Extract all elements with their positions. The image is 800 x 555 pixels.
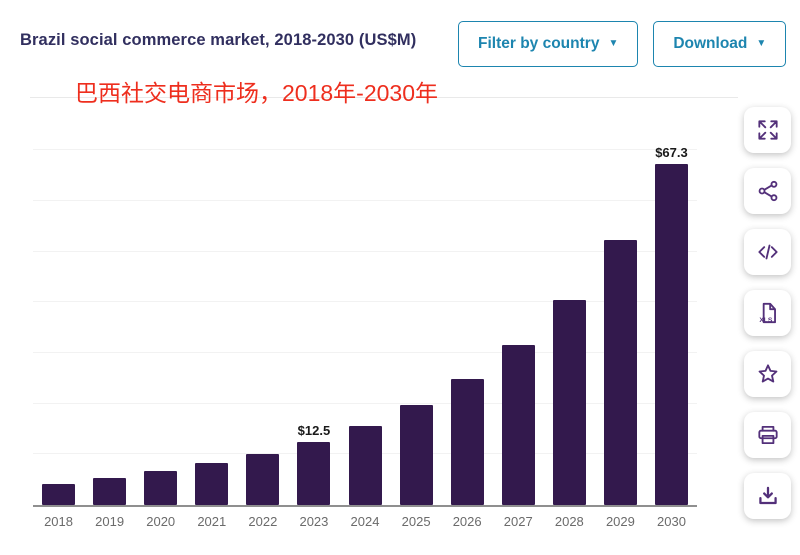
bar-slot-2023: $12.5 bbox=[288, 140, 339, 505]
download-image-button[interactable] bbox=[744, 473, 791, 519]
bar-2025[interactable] bbox=[399, 405, 433, 505]
bar-slot-2027 bbox=[493, 140, 544, 505]
x-tick-2028: 2028 bbox=[554, 514, 584, 529]
divider bbox=[30, 97, 738, 98]
export-xls-icon: XLS bbox=[755, 300, 781, 326]
gridline-60 bbox=[33, 199, 697, 201]
bar-2020[interactable] bbox=[144, 471, 178, 505]
x-tick-2021: 2021 bbox=[197, 514, 227, 529]
x-tick-2022: 2022 bbox=[248, 514, 278, 529]
x-tick-2030: 2030 bbox=[657, 514, 686, 529]
bar-slot-2030: $67.3 bbox=[646, 140, 697, 505]
print-icon bbox=[755, 422, 781, 448]
x-tick-2027: 2027 bbox=[503, 514, 533, 529]
share-icon bbox=[755, 178, 781, 204]
bar-2018[interactable] bbox=[42, 484, 76, 505]
gridline-50 bbox=[33, 250, 697, 252]
export-xls-button[interactable]: XLS bbox=[744, 290, 791, 336]
bar-2028[interactable] bbox=[552, 299, 586, 505]
bar-2030[interactable] bbox=[654, 163, 688, 505]
x-tick-2025: 2025 bbox=[401, 514, 431, 529]
fullscreen-button[interactable] bbox=[744, 107, 791, 153]
chart-toolbar-sidebar: XLS bbox=[744, 107, 791, 519]
bar-slot-2025 bbox=[391, 140, 442, 505]
bar-2019[interactable] bbox=[93, 477, 127, 505]
x-tick-2019: 2019 bbox=[95, 514, 125, 529]
bar-2029[interactable] bbox=[603, 240, 637, 505]
x-axis: 2018 2019 2020 2021 2022 2023 2024 2025 2026 2027… bbox=[33, 514, 697, 529]
bar-slot-2018 bbox=[33, 140, 84, 505]
gridline-40 bbox=[33, 301, 697, 303]
data-label-2023: $12.5 bbox=[297, 422, 331, 438]
chevron-down-icon: ▼ bbox=[756, 38, 767, 49]
bar-slot-2020 bbox=[135, 140, 186, 505]
x-tick-2023: 2023 bbox=[299, 514, 329, 529]
x-tick-2029: 2029 bbox=[605, 514, 635, 529]
gridline-30 bbox=[33, 351, 697, 353]
bar-2024[interactable] bbox=[348, 425, 382, 505]
x-tick-2026: 2026 bbox=[452, 514, 482, 529]
embed-code-icon bbox=[755, 239, 781, 265]
bar-2027[interactable] bbox=[501, 344, 535, 505]
svg-text:XLS: XLS bbox=[759, 317, 773, 324]
x-tick-2020: 2020 bbox=[146, 514, 176, 529]
embed-code-button[interactable] bbox=[744, 229, 791, 275]
bar-slot-2021 bbox=[186, 140, 237, 505]
filter-by-country-button[interactable]: Filter by country ▼ bbox=[458, 21, 639, 67]
header-buttons: Filter by country ▼ Download ▼ bbox=[458, 21, 787, 67]
favorite-icon bbox=[755, 361, 781, 387]
bar-slot-2022 bbox=[237, 140, 288, 505]
gridline-70 bbox=[33, 149, 697, 151]
filter-by-country-label: Filter by country bbox=[478, 35, 600, 52]
download-image-icon bbox=[755, 483, 781, 509]
bar-slot-2029 bbox=[595, 140, 646, 505]
share-button[interactable] bbox=[744, 168, 791, 214]
fullscreen-icon bbox=[755, 117, 781, 143]
favorite-button[interactable] bbox=[744, 351, 791, 397]
bar-slot-2028 bbox=[544, 140, 595, 505]
bar-slot-2026 bbox=[442, 140, 493, 505]
bar-2021[interactable] bbox=[195, 462, 229, 505]
chart-subtitle-annotation: 巴西社交电商市场，2018年-2030年 bbox=[75, 80, 438, 106]
print-button[interactable] bbox=[744, 412, 791, 458]
gridline-20 bbox=[33, 402, 697, 404]
bar-slot-2019 bbox=[84, 140, 135, 505]
bar-2023[interactable] bbox=[297, 441, 331, 505]
chevron-down-icon: ▼ bbox=[608, 38, 619, 49]
bar-2026[interactable] bbox=[450, 378, 484, 505]
bar-2022[interactable] bbox=[246, 453, 280, 505]
x-tick-2024: 2024 bbox=[350, 514, 380, 529]
bar-slot-2024 bbox=[339, 140, 390, 505]
bar-chart-plot-area: $12.5 $67.3 bbox=[33, 140, 697, 507]
data-label-2030: $67.3 bbox=[655, 144, 688, 160]
x-tick-2018: 2018 bbox=[44, 514, 73, 529]
download-dropdown-label: Download bbox=[673, 35, 748, 52]
page-title: Brazil social commerce market, 2018-2030… bbox=[20, 31, 417, 49]
download-dropdown-button[interactable]: Download ▼ bbox=[653, 21, 787, 67]
